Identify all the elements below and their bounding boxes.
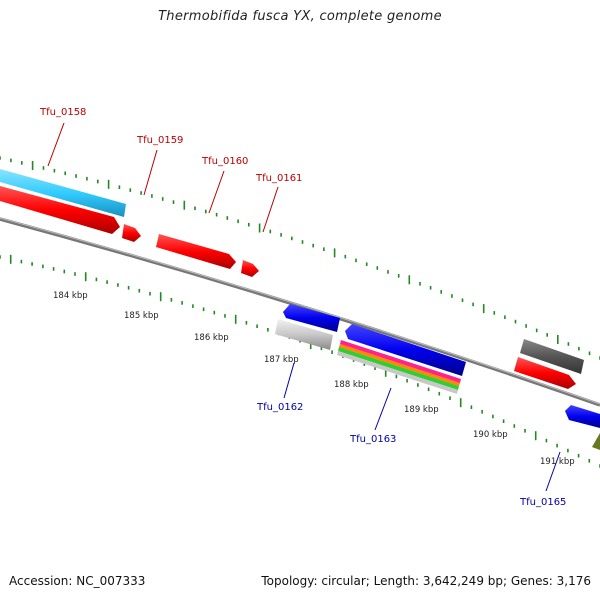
gene-bar-tfu-0162[interactable] [275,319,333,350]
gene-label-tfu-0161[interactable]: Tfu_0161 [255,173,302,184]
map-title: Thermobifida fusca YX, complete genome [158,9,442,24]
cds-arrow-tfu-0159[interactable] [122,224,141,242]
tick-label: 189 kbp [404,405,439,415]
label-leaders [47,122,561,492]
tick-label: 184 kbp [53,291,88,301]
accession-text: Accession: NC_007333 [9,574,146,588]
tick-label: 185 kbp [124,311,159,321]
gene-label-tfu-0159[interactable]: Tfu_0159 [136,135,183,146]
gene-label-tfu-0160[interactable]: Tfu_0160 [201,156,248,167]
cds-arrow-tfu-0158[interactable] [0,186,120,234]
misc-feature-stripes-tfu-0163[interactable] [337,340,461,394]
tick-label: 188 kbp [334,380,369,390]
cds-arrow-tfu-0165[interactable] [565,405,600,428]
gene-label-tfu-0158[interactable]: Tfu_0158 [39,107,86,118]
gene-label-tfu-0162[interactable]: Tfu_0162 [256,402,303,413]
tick-label: 186 kbp [194,333,229,343]
genome-backbone [0,217,600,407]
tick-label: 191 kbp [540,457,575,467]
tick-track-outer [0,156,600,360]
cds-arrow-tfu-0161[interactable] [241,260,259,277]
gene-bar-dark[interactable] [520,339,584,374]
cds-arrow-red-right[interactable] [514,357,576,389]
cds-arrow-tfu-0162[interactable] [283,304,340,332]
tick-track-inner [0,254,600,468]
gene-label-tfu-0165[interactable]: Tfu_0165 [519,497,566,508]
genome-summary-text: Topology: circular; Length: 3,642,249 bp… [261,574,591,588]
cds-arrow-tfu-0160[interactable] [156,234,236,269]
gene-bar-tfu-0158[interactable] [0,169,126,217]
tick-label: 190 kbp [473,430,508,440]
feature-olive-edge[interactable] [592,433,600,450]
tick-label: 187 kbp [264,355,299,365]
cds-arrow-tfu-0163[interactable] [345,324,466,376]
gene-label-tfu-0163[interactable]: Tfu_0163 [349,434,396,445]
genome-backbone-highlight [0,217,600,405]
